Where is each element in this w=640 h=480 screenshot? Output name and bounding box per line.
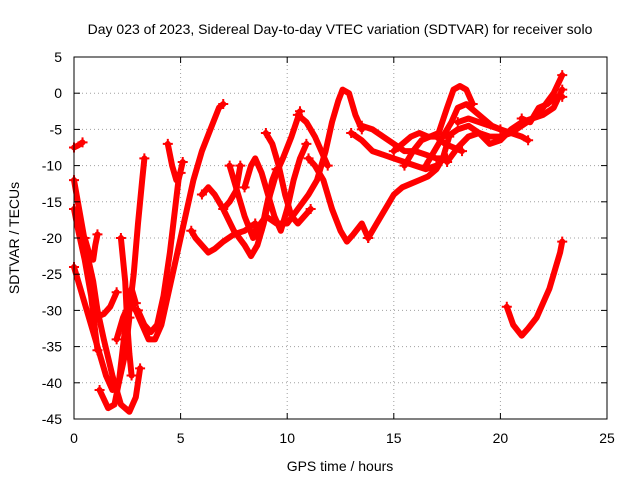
x-tick-label-1: 5 [177, 430, 185, 446]
data-point-22-start [346, 128, 357, 139]
y-axis-label: SDTVAR / TECUs [6, 182, 22, 294]
data-point-17-start [260, 128, 271, 139]
data-track-30 [518, 93, 566, 126]
data-track-12 [188, 220, 259, 256]
axis-ticks: 0 5 10 15 20 25 5 0 -5 -10 -15 -20 -25 -30 -35 -40 -45 [42, 49, 615, 446]
x-tick-label-3: 15 [386, 430, 402, 446]
data-point-27-end [557, 70, 568, 81]
data-point-15-start [218, 204, 229, 215]
data-point-19-end [322, 160, 333, 171]
data-point-30-start [516, 113, 527, 124]
x-tick-label-2: 10 [279, 430, 295, 446]
data-point-10-end [177, 156, 188, 167]
data-point-11-end [175, 167, 186, 178]
data-track-31 [503, 238, 566, 339]
data-point-1-end [135, 363, 146, 374]
data-series [69, 70, 568, 415]
data-point-4-end [92, 229, 103, 240]
data-point-28-start [442, 131, 453, 142]
data-track-16 [241, 140, 310, 234]
y-tick-label-9: -40 [42, 375, 62, 391]
data-track-9 [122, 155, 148, 357]
y-tick-label-3: -10 [42, 158, 62, 174]
y-tick-label-4: -15 [42, 194, 62, 210]
y-tick-label-5: -20 [42, 230, 62, 246]
y-tick-label-2: -5 [50, 121, 63, 137]
data-track-22 [348, 130, 440, 173]
plot-frame [73, 56, 608, 420]
y-tick-label-7: -30 [42, 302, 62, 318]
data-point-11-start [162, 138, 173, 149]
data-point-0-end [77, 137, 88, 148]
data-point-8-start [111, 334, 122, 345]
data-track-8 [113, 101, 227, 343]
data-point-4-start [79, 233, 90, 243]
data-point-25-start [399, 160, 410, 171]
data-point-16-end [301, 138, 312, 149]
data-point-6-start [90, 312, 101, 323]
y-tick-label-8: -35 [42, 339, 62, 355]
data-point-21-start [363, 233, 374, 243]
data-track-6 [92, 289, 120, 321]
data-track-17 [262, 130, 314, 227]
data-point-26-start [420, 160, 431, 171]
data-point-31-end [557, 236, 568, 247]
data-point-18-start [250, 225, 261, 236]
data-point-9-end [139, 153, 150, 164]
data-track-19 [294, 111, 331, 169]
data-point-7-end [126, 370, 137, 381]
data-track-25 [401, 83, 476, 169]
x-axis-label: GPS time / hours [287, 458, 394, 474]
grid-lines [74, 57, 607, 419]
data-point-5-start [94, 385, 105, 396]
data-track-11 [164, 140, 184, 184]
data-track-18 [252, 86, 365, 234]
data-point-30-end [557, 91, 568, 102]
data-point-23-start [356, 120, 367, 131]
data-point-12-start [186, 225, 197, 236]
x-tick-label-4: 20 [493, 430, 509, 446]
data-point-8-end [218, 99, 229, 110]
data-point-19-start [292, 109, 303, 120]
data-point-31-start [501, 301, 512, 312]
data-point-29-start [452, 117, 463, 128]
data-point-22-end [431, 160, 442, 171]
data-point-17-end [305, 204, 316, 215]
data-point-27-start [442, 156, 453, 167]
data-track-4 [81, 231, 101, 263]
y-tick-label-1: 0 [54, 85, 62, 101]
data-point-6-end [111, 287, 122, 298]
data-point-13-end [235, 160, 246, 171]
data-track-20 [305, 155, 372, 245]
y-tick-label-6: -25 [42, 266, 62, 282]
data-point-10-start [132, 305, 143, 316]
data-point-13-start [196, 189, 207, 200]
x-tick-label-5: 25 [599, 430, 615, 446]
data-point-16-start [239, 182, 250, 193]
data-point-7-start [115, 233, 126, 243]
data-track-28 [444, 86, 566, 147]
data-track-10 [135, 159, 186, 336]
data-track-29 [454, 115, 532, 144]
data-point-9-start [120, 348, 131, 359]
y-tick-label-10: -45 [42, 411, 62, 427]
data-point-29-end [523, 135, 534, 146]
y-tick-label-0: 5 [54, 49, 62, 65]
data-point-14-start [224, 160, 235, 171]
data-point-20-start [303, 153, 314, 164]
chart-title: Day 023 of 2023, Sidereal Day-to-day VTE… [88, 21, 593, 37]
data-point-24-start [388, 146, 399, 157]
x-tick-label-0: 0 [70, 430, 78, 446]
